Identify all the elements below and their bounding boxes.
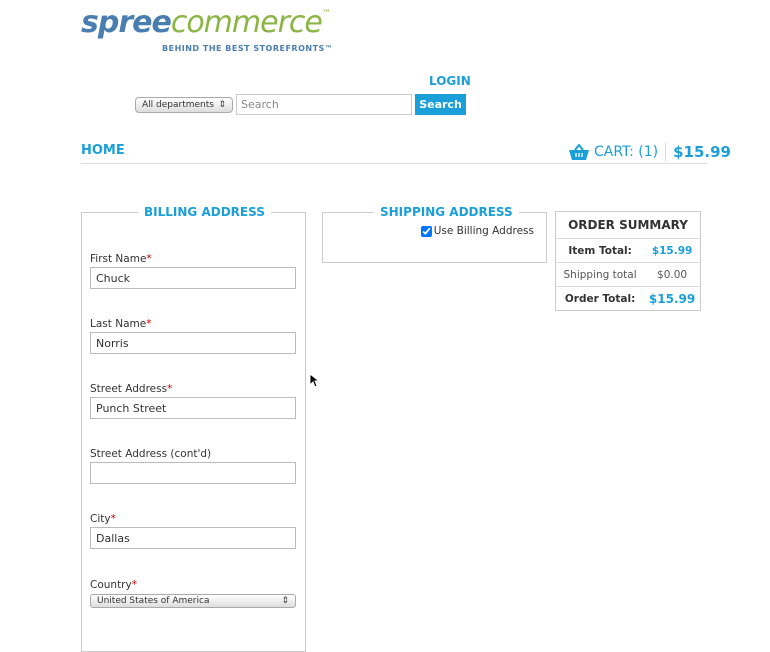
first-name-label: First Name* [90, 253, 152, 265]
item-total-row: Item Total: $15.99 [556, 238, 700, 263]
first-name-input[interactable]: Chuck [90, 267, 296, 289]
cart-link[interactable]: CART: (1) $15.99 [569, 142, 731, 162]
street-address-label: Street Address* [90, 383, 173, 395]
use-billing-label: Use Billing Address [433, 225, 534, 237]
mouse-cursor-icon [309, 373, 319, 388]
cart-total: $15.99 [673, 143, 731, 161]
billing-fieldset: BILLING ADDRESS [81, 205, 306, 652]
shipping-title: SHIPPING ADDRESS [374, 205, 519, 219]
search-input[interactable]: Search [236, 94, 412, 115]
city-label: City* [90, 513, 116, 525]
login-link[interactable]: LOGIN [429, 74, 471, 88]
street-address-2-input[interactable] [90, 462, 296, 484]
country-label: Country* [90, 579, 137, 591]
logo[interactable]: spreecommerce™ [81, 5, 331, 40]
divider [665, 142, 667, 162]
street-address-2-label: Street Address (cont'd) [90, 448, 212, 460]
search-button[interactable]: Search [415, 94, 466, 115]
use-billing-checkbox[interactable]: Use Billing Address [420, 225, 534, 237]
select-arrows-icon: ⇕ [218, 100, 226, 110]
shipping-fieldset: SHIPPING ADDRESS Use Billing Address [322, 205, 547, 263]
logo-part2: commerce [170, 5, 323, 40]
select-arrows-icon: ⇕ [281, 596, 289, 606]
country-value: United States of America [97, 596, 210, 606]
basket-icon [569, 144, 589, 160]
last-name-label: Last Name* [90, 318, 152, 330]
checkbox[interactable] [420, 225, 432, 237]
home-link[interactable]: HOME [81, 143, 125, 158]
street-address-input[interactable]: Punch Street [90, 397, 296, 419]
logo-tagline: BEHIND THE BEST STOREFRONTS™ [162, 44, 334, 53]
cart-label: CART: (1) [594, 144, 659, 160]
order-summary-title: ORDER SUMMARY [568, 218, 688, 232]
header-divider [81, 163, 707, 164]
logo-tm: ™ [321, 9, 331, 19]
logo-part1: spree [81, 5, 172, 40]
order-summary: ORDER SUMMARY Item Total: $15.99 Shipping… [555, 211, 701, 311]
billing-title: BILLING ADDRESS [138, 205, 271, 219]
country-select[interactable]: United States of America ⇕ [90, 594, 296, 608]
department-value: All departments [142, 100, 214, 110]
city-input[interactable]: Dallas [90, 527, 296, 549]
last-name-input[interactable]: Norris [90, 332, 296, 354]
department-select[interactable]: All departments ⇕ [135, 97, 233, 113]
order-total-row: Order Total: $15.99 [556, 286, 700, 311]
shipping-row: Shipping total $0.00 [556, 262, 700, 287]
